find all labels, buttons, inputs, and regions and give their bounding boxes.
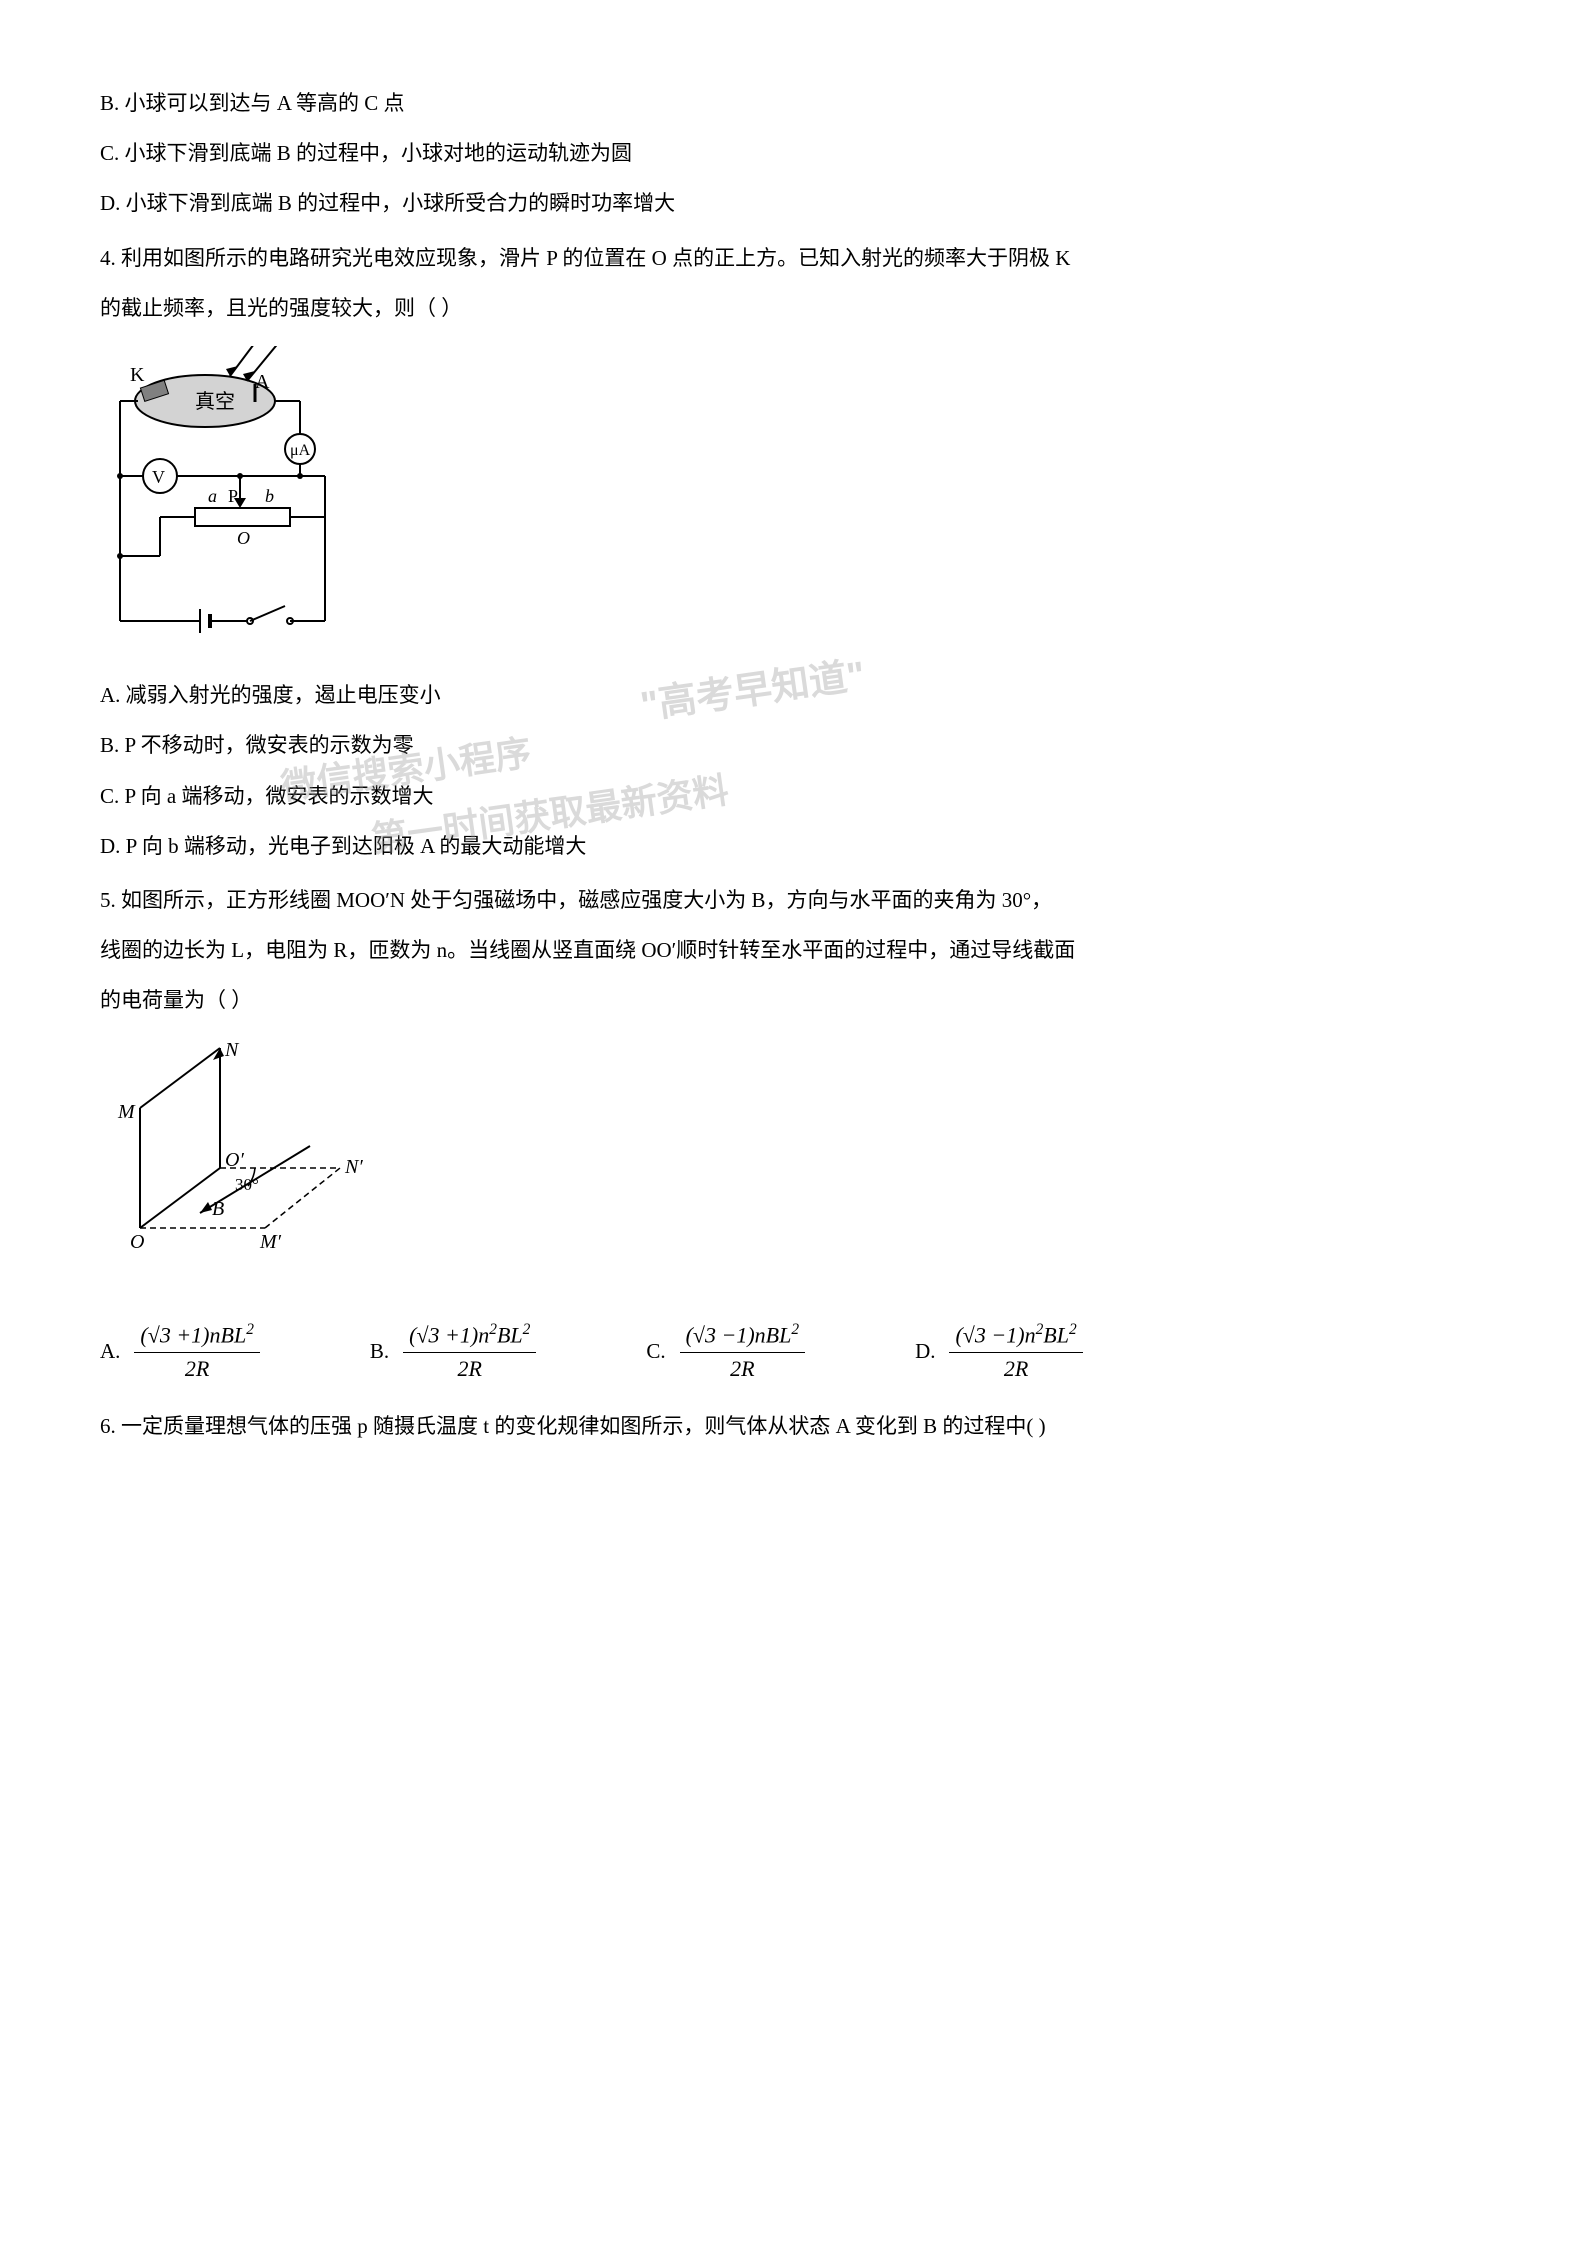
q5-stem-line1: 5. 如图所示，正方形线圈 MOO′N 处于匀强磁场中，磁感应强度大小为 B，方…: [100, 877, 1487, 923]
b-vector-label: B: [212, 1198, 224, 1220]
q5-option-c: C. (√3 −1)nBL2 2R: [646, 1320, 805, 1384]
microammeter-label: μA: [290, 442, 311, 459]
q4-option-d: D. P 向 b 端移动，光电子到达阳极 A 的最大动能增大: [100, 823, 1487, 869]
slider-o-label: O: [237, 528, 250, 548]
q3-option-c: C. 小球下滑到底端 B 的过程中，小球对地的运动轨迹为圆: [100, 130, 1487, 176]
m-label: M: [117, 1101, 136, 1123]
vacuum-label: 真空: [195, 390, 235, 413]
page-content: B. 小球可以到达与 A 等高的 C 点 C. 小球下滑到底端 B 的过程中，小…: [100, 80, 1487, 1449]
q5-option-b: B. (√3 +1)n2BL2 2R: [370, 1320, 536, 1384]
a-label: A: [255, 371, 270, 393]
voltmeter-label: V: [152, 467, 165, 487]
q4-stem-line1: 4. 利用如图所示的电路研究光电效应现象，滑片 P 的位置在 O 点的正上方。已…: [100, 235, 1487, 281]
n-prime-label: N′: [344, 1156, 363, 1178]
n-label: N: [224, 1039, 240, 1061]
q5-option-a: A. (√3 +1)nBL2 2R: [100, 1320, 260, 1384]
q4-circuit-diagram: 真空 K A μA V: [100, 346, 1487, 652]
slider-b-label: b: [265, 486, 274, 506]
q5-option-d: D. (√3 −1)n2BL2 2R: [915, 1320, 1083, 1384]
q4-option-b: B. P 不移动时，微安表的示数为零: [100, 722, 1487, 768]
q4-stem-line2: 的截止频率，且光的强度较大，则（ ）: [100, 285, 1487, 331]
q5-stem-line3: 的电荷量为（ ）: [100, 977, 1487, 1023]
k-label: K: [130, 364, 145, 386]
m-prime-label: M′: [259, 1231, 282, 1253]
q3-option-d: D. 小球下滑到底端 B 的过程中，小球所受合力的瞬时功率增大: [100, 180, 1487, 226]
q3-option-b: B. 小球可以到达与 A 等高的 C 点: [100, 80, 1487, 126]
slider-p-label: P: [228, 486, 238, 506]
q5-options-row: A. (√3 +1)nBL2 2R B. (√3 +1)n2BL2 2R C. …: [100, 1320, 1487, 1384]
q6-stem: 6. 一定质量理想气体的压强 p 随摄氏温度 t 的变化规律如图所示，则气体从状…: [100, 1403, 1487, 1449]
q4-option-c: C. P 向 a 端移动，微安表的示数增大: [100, 773, 1487, 819]
o-label: O: [130, 1231, 144, 1253]
angle-label: 30°: [235, 1175, 259, 1194]
q5-stem-line2: 线圈的边长为 L，电阻为 R，匝数为 n。当线圈从竖直面绕 OO′顺时针转至水平…: [100, 927, 1487, 973]
slider-a-label: a: [208, 486, 217, 506]
q5-coil-diagram: N M O′ O M′ N′ B 30°: [100, 1038, 1487, 1294]
q4-option-a: A. 减弱入射光的强度，遏止电压变小: [100, 672, 1487, 718]
